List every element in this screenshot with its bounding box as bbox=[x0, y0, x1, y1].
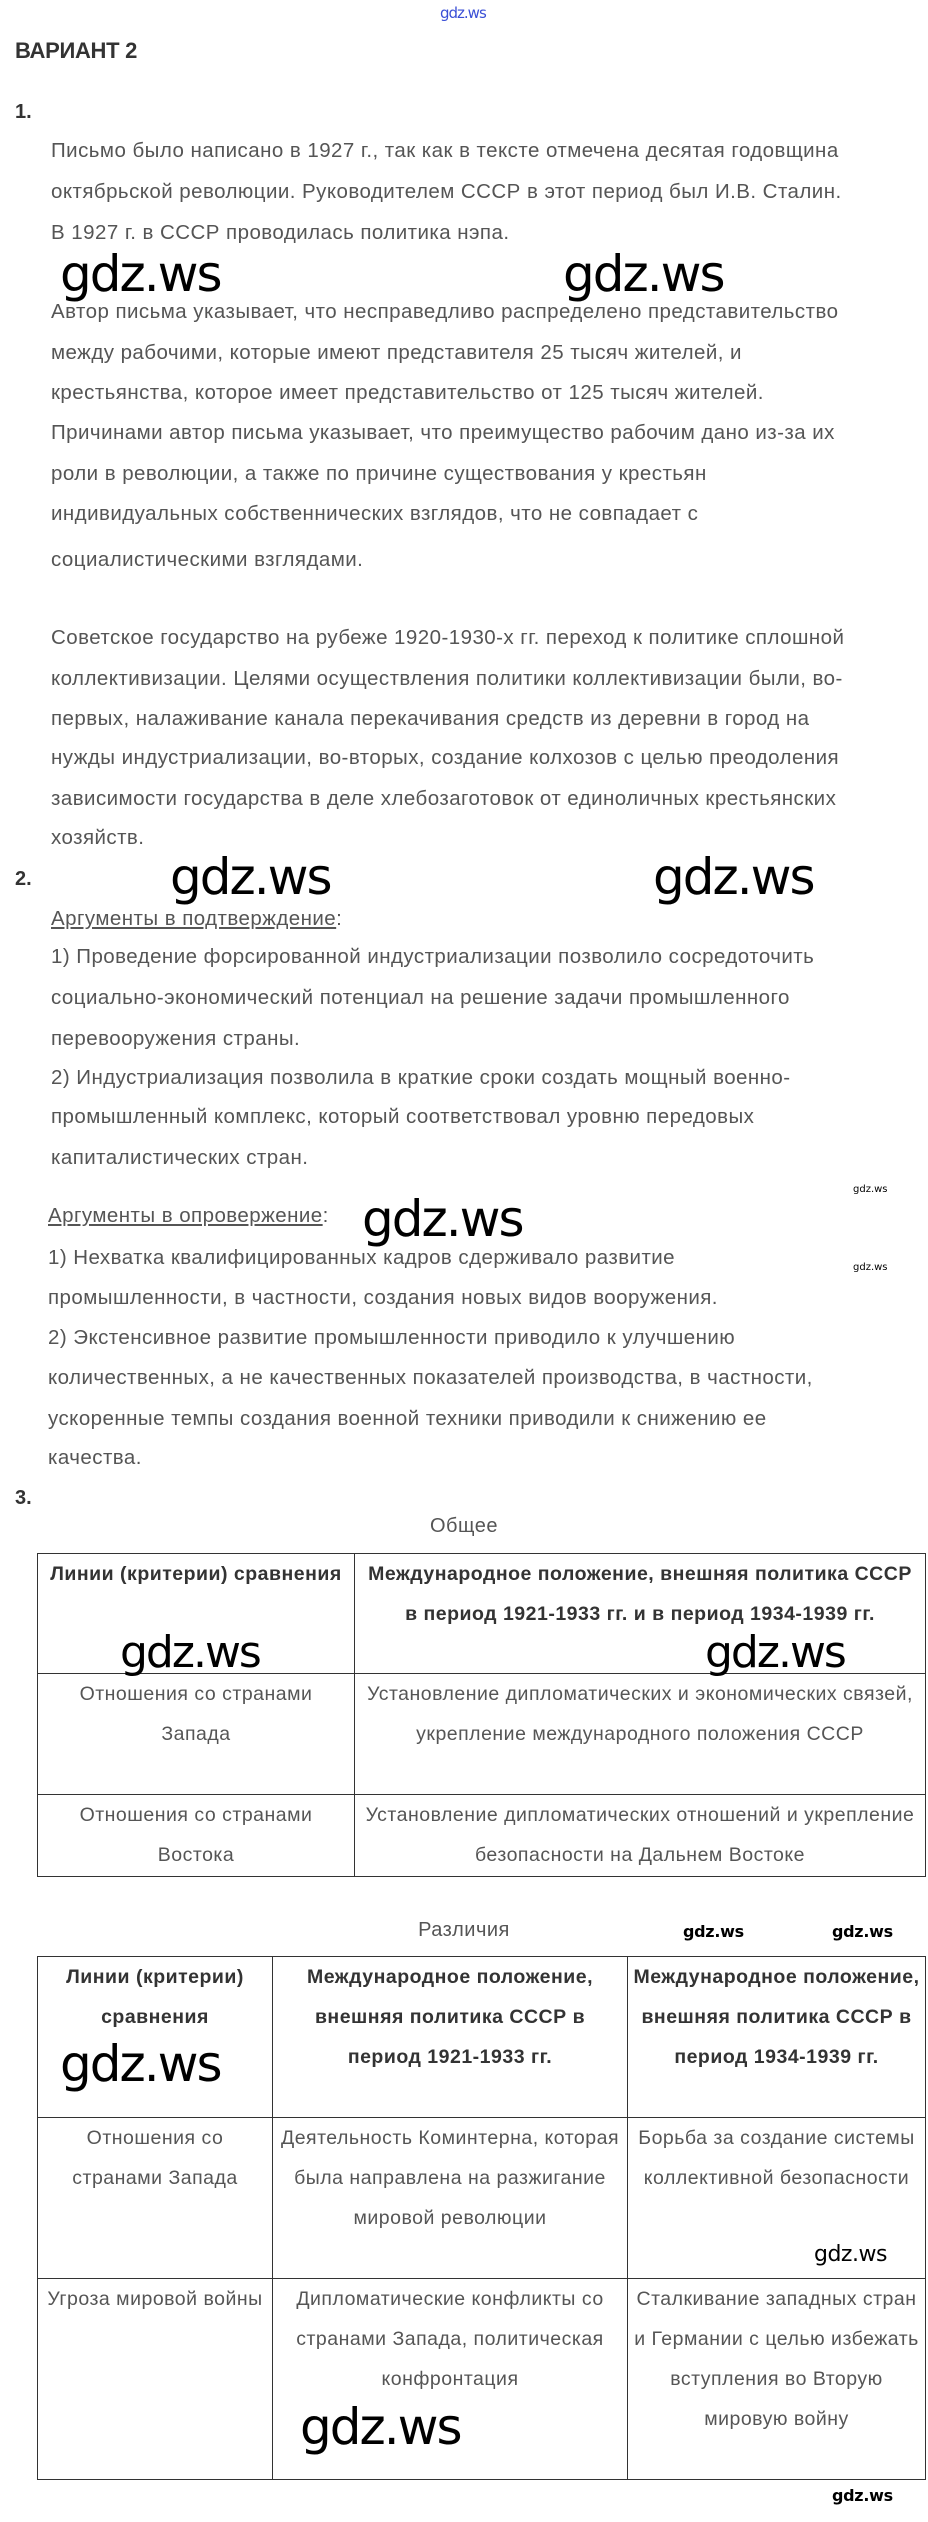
text-line: коллективизации. Целями осуществления по… bbox=[51, 667, 843, 690]
pro-heading: Аргументы в подтверждение bbox=[51, 907, 337, 930]
page-title: ВАРИАНТ 2 bbox=[15, 38, 138, 63]
top-watermark: gdz.ws bbox=[440, 4, 487, 22]
text-line: октябрьской революции. Руководителем ССС… bbox=[51, 180, 842, 203]
table-cell: Дипломатические конфликты со странами За… bbox=[272, 2278, 628, 2480]
table-cell: Отношения со странами Востока bbox=[37, 1794, 355, 1877]
question-2-number: 2. bbox=[15, 868, 32, 890]
text-line: роли в революции, а также по причине сущ… bbox=[51, 462, 707, 485]
table-cell: Сталкивание западных стран и Германии с … bbox=[627, 2278, 926, 2480]
watermark: gdz.ws bbox=[683, 1922, 744, 1941]
watermark: gdz.ws bbox=[814, 2242, 887, 2267]
table-cell: Установление дипломатических отношений и… bbox=[354, 1794, 926, 1877]
watermark: gdz.ws bbox=[853, 1262, 888, 1273]
differences-caption: Различия bbox=[418, 1919, 510, 1941]
question-1-number: 1. bbox=[15, 101, 32, 123]
text-line: зависимости государства в деле хлебозаго… bbox=[51, 787, 837, 810]
watermark: gdz.ws bbox=[120, 1627, 262, 1678]
watermark: gdz.ws bbox=[60, 245, 223, 303]
header-period-1921-1933: Международное положение, внешняя политик… bbox=[272, 1956, 628, 2118]
header-period-1934-1939: Международное положение, внешняя политик… bbox=[627, 1956, 926, 2118]
watermark: gdz.ws bbox=[705, 1627, 847, 1678]
header-criteria: Линии (критерии) сравнения bbox=[37, 1956, 273, 2118]
watermark: gdz.ws bbox=[832, 2486, 893, 2505]
text-line: 1) Проведение форсированной индустриализ… bbox=[51, 945, 815, 968]
text-line: крестьянства, которое имеет представител… bbox=[51, 381, 764, 404]
table-row: Отношения со странами Востока Установлен… bbox=[37, 1794, 926, 1877]
question-3-number: 3. bbox=[15, 1487, 32, 1509]
table-cell: Деятельность Коминтерна, которая была на… bbox=[272, 2117, 628, 2279]
table-header-row: Линии (критерии) сравнения Международное… bbox=[37, 1553, 926, 1674]
text-line: перевооружения страны. bbox=[51, 1027, 301, 1050]
text-line: промышленный комплекс, который соответст… bbox=[51, 1105, 755, 1128]
table-cell: Борьба за создание системы коллективной … bbox=[627, 2117, 926, 2279]
table-cell: Установление дипломатических и экономиче… bbox=[354, 1673, 926, 1795]
text-line: между рабочими, которые имеют представит… bbox=[51, 341, 742, 364]
text-line: Советское государство на рубеже 1920-193… bbox=[51, 626, 845, 649]
text-line: 2) Экстенсивное развитие промышленности … bbox=[48, 1326, 736, 1349]
watermark: gdz.ws bbox=[832, 1922, 893, 1941]
text-line: первых, налаживание канала перекачивания… bbox=[51, 707, 810, 730]
table-row: Отношения со странами Запада Деятельност… bbox=[37, 2117, 926, 2279]
table-cell: Отношения со странами Запада bbox=[37, 1673, 355, 1795]
text-line: качества. bbox=[48, 1446, 142, 1469]
watermark: gdz.ws bbox=[300, 2398, 463, 2456]
text-line: ускоренные темпы создания военной техник… bbox=[48, 1407, 767, 1430]
header-policy: Международное положение, внешняя политик… bbox=[354, 1553, 926, 1674]
watermark: gdz.ws bbox=[563, 245, 726, 303]
watermark: gdz.ws bbox=[853, 1184, 888, 1195]
colon: : bbox=[322, 1204, 329, 1227]
text-line: В 1927 г. в СССР проводилась политика нэ… bbox=[51, 221, 510, 244]
text-line: нужды индустриализации, во-вторых, созда… bbox=[51, 746, 840, 769]
text-line: Автор письма указывает, что несправедлив… bbox=[51, 300, 839, 323]
text-line: промышленности, в частности, создания но… bbox=[48, 1286, 718, 1309]
header-criteria: Линии (критерии) сравнения bbox=[37, 1553, 355, 1674]
colon: : bbox=[336, 907, 343, 930]
text-line: 1) Нехватка квалифицированных кадров сде… bbox=[48, 1246, 676, 1269]
table-row: Угроза мировой войны Дипломатические кон… bbox=[37, 2278, 926, 2480]
text-line: хозяйств. bbox=[51, 826, 145, 849]
table-cell: Угроза мировой войны bbox=[37, 2278, 273, 2480]
text-line: Письмо было написано в 1927 г., так как … bbox=[51, 139, 839, 162]
common-caption: Общее bbox=[430, 1515, 498, 1537]
differences-table: Линии (критерии) сравнения Международное… bbox=[37, 1956, 926, 2480]
watermark: gdz.ws bbox=[170, 848, 333, 906]
table-header-row: Линии (критерии) сравнения Международное… bbox=[37, 1956, 926, 2118]
text-line: социалистическими взглядами. bbox=[51, 548, 364, 571]
con-heading: Аргументы в опровержение bbox=[48, 1204, 323, 1227]
table-cell: Отношения со странами Запада bbox=[37, 2117, 273, 2279]
text-line: Причинами автор письма указывает, что пр… bbox=[51, 421, 835, 444]
text-line: индивидуальных собственнических взглядов… bbox=[51, 502, 699, 525]
text-line: социально-экономический потенциал на реш… bbox=[51, 986, 790, 1009]
text-line: капиталистических стран. bbox=[51, 1146, 309, 1169]
text-line: 2) Индустриализация позволила в краткие … bbox=[51, 1066, 791, 1089]
watermark: gdz.ws bbox=[653, 848, 816, 906]
text-line: количественных, а не качественных показа… bbox=[48, 1366, 813, 1389]
watermark: gdz.ws bbox=[362, 1190, 525, 1248]
table-row: Отношения со странами Запада Установлени… bbox=[37, 1673, 926, 1795]
common-table: Линии (критерии) сравнения Международное… bbox=[37, 1553, 926, 1877]
watermark: gdz.ws bbox=[60, 2035, 223, 2093]
